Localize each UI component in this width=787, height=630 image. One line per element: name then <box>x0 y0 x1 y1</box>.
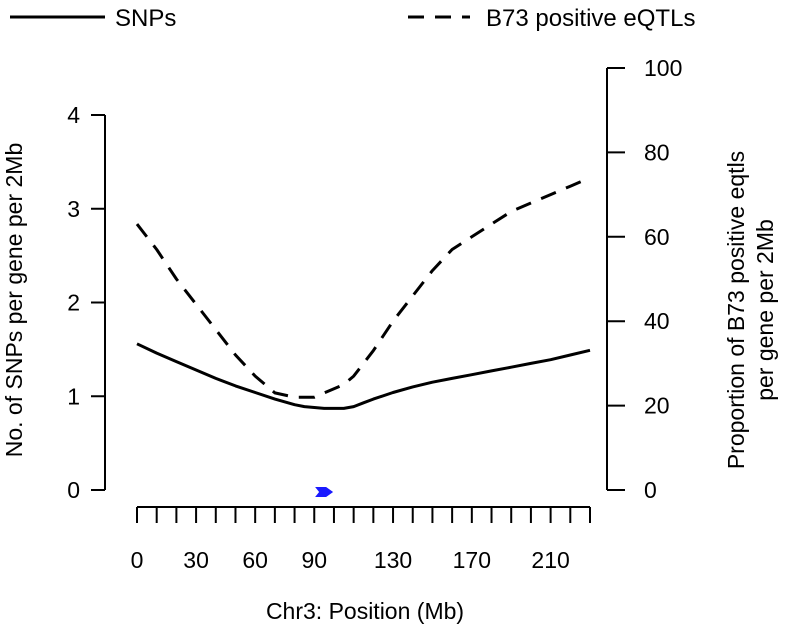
x-tick-label-3: 90 <box>301 547 327 573</box>
x-tick-label-6: 210 <box>531 547 569 573</box>
right-y-axis-label-line1: Proportion of B73 positive eqtls <box>723 151 749 469</box>
right-y-tick-label-0: 0 <box>644 477 657 503</box>
x-tick-label-4: 130 <box>374 547 412 573</box>
left-y-tick-label-4: 4 <box>67 102 80 128</box>
left-y-tick-label-2: 2 <box>67 290 80 316</box>
legend-eqtl-label: B73 positive eQTLs <box>486 5 695 32</box>
x-axis: 0 30 60 90 130 170 210 <box>131 506 591 573</box>
chromosome-position-marker <box>315 487 334 497</box>
right-y-tick-label-2: 40 <box>644 308 670 334</box>
marker-layer <box>315 487 334 497</box>
left-y-tick-label-1: 1 <box>67 383 80 409</box>
left-y-tick-label-3: 3 <box>67 196 80 222</box>
x-tick-label-2: 60 <box>242 547 268 573</box>
right-y-tick-label-3: 60 <box>644 224 670 250</box>
left-y-axis-label: No. of SNPs per gene per 2Mb <box>1 143 27 458</box>
x-tick-label-1: 30 <box>183 547 209 573</box>
series-layer <box>135 176 591 410</box>
legend: SNPs B73 positive eQTLs <box>10 5 695 32</box>
x-tick-label-5: 170 <box>453 547 491 573</box>
left-y-axis: 0 1 2 3 4 <box>67 102 106 503</box>
x-axis-label: Chr3: Position (Mb) <box>266 598 464 624</box>
x-tick-label-0: 0 <box>131 547 144 573</box>
right-y-tick-label-5: 100 <box>644 55 682 81</box>
left-y-tick-label-0: 0 <box>67 477 80 503</box>
right-y-axis-label-line2: per gene per 2Mb <box>752 219 778 401</box>
right-y-tick-label-4: 80 <box>644 139 670 165</box>
right-y-axis: 0 20 40 60 80 100 <box>606 55 682 503</box>
legend-snps-label: SNPs <box>115 5 176 32</box>
right-y-tick-label-1: 20 <box>644 393 670 419</box>
snps-series-line <box>136 342 591 410</box>
b73-eqtl-series-line <box>135 176 591 399</box>
